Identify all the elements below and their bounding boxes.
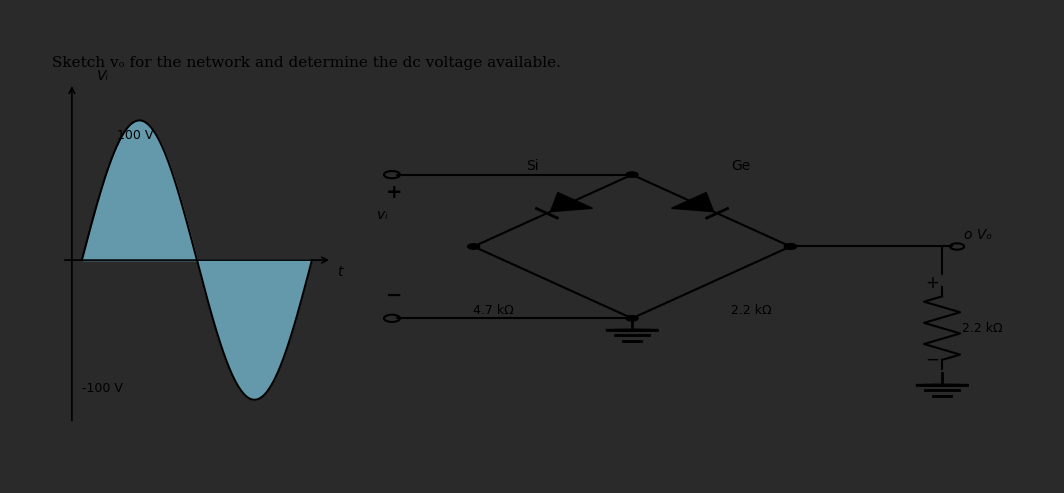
Text: o Vₒ: o Vₒ xyxy=(964,228,993,242)
Text: 4.7 kΩ: 4.7 kΩ xyxy=(472,304,514,317)
Text: 2.2 kΩ: 2.2 kΩ xyxy=(962,321,1002,335)
Text: 100 V: 100 V xyxy=(117,129,153,142)
Polygon shape xyxy=(550,193,593,211)
Circle shape xyxy=(467,244,480,249)
Text: -100 V: -100 V xyxy=(82,383,122,395)
Circle shape xyxy=(784,244,797,249)
Text: Si: Si xyxy=(527,159,539,173)
Text: Vᵢ: Vᵢ xyxy=(97,69,109,83)
Text: vᵢ: vᵢ xyxy=(377,209,387,222)
Polygon shape xyxy=(671,193,714,211)
Text: −: − xyxy=(925,351,940,369)
Text: Ge: Ge xyxy=(732,159,751,173)
Text: Sketch vₒ for the network and determine the dc voltage available.: Sketch vₒ for the network and determine … xyxy=(52,56,561,70)
Circle shape xyxy=(784,244,797,249)
Text: +: + xyxy=(925,274,940,292)
Text: t: t xyxy=(337,265,343,279)
Circle shape xyxy=(626,172,638,177)
Text: −: − xyxy=(386,286,402,305)
Text: +: + xyxy=(386,183,402,202)
Text: 2.2 kΩ: 2.2 kΩ xyxy=(731,304,771,317)
Circle shape xyxy=(626,316,638,321)
